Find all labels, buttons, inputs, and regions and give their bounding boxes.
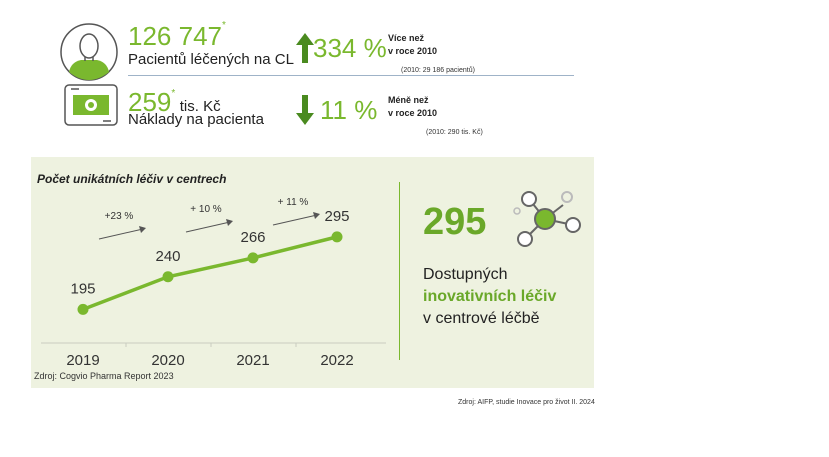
growth-arrow [98,228,144,240]
footer-source: Zdroj: AIFP, studie Inovace pro život II… [458,399,595,406]
panel-divider [399,182,400,360]
x-tick-label: 2019 [66,352,99,369]
money-icon [63,83,119,127]
asterisk: * [221,20,226,31]
growth-arrowhead [226,219,233,226]
highlight-line3: v centrové léčbě [423,310,540,327]
data-point [77,303,89,315]
growth-label: +23 % [105,211,134,222]
x-tick-label: 2022 [320,352,353,369]
growth-label: + 11 % [278,197,309,208]
stat-patients-label: Pacientů léčených na CL [128,51,294,68]
molecule-icon [509,185,587,260]
stat-patients-value: 126 747* [128,20,226,51]
arrow-up-icon [296,33,314,68]
line-chart: 195 240 266 295 2019 2020 2021 2022 +23 % + 10 % +… [41,197,386,369]
chart-panel: Počet unikátních léčiv v centrech 195 240… [31,157,594,388]
stat-cost-note: (2010: 290 tis. Kč) [426,129,483,136]
data-label: 295 [324,208,349,225]
series-line [81,235,339,312]
stat-patients-compare: Více než v roce 2010 [388,33,438,56]
chart-title: Počet unikátních léčiv v centrech [37,172,227,186]
stat-patients-change: 334 % [313,33,387,63]
growth-arrow [185,221,231,233]
stat-patients-note: (2010: 29 186 pacientů) [401,67,475,74]
data-point [162,271,174,283]
stat-cost-label: Náklady na pacienta [128,111,264,128]
growth-arrowhead [139,226,146,233]
stat-cost-value: 259* tis. Kč [128,87,221,117]
highlight-text: Dostupných inovativních léčiv v centrové… [423,264,556,330]
x-tick-label: 2020 [151,352,184,369]
data-label: 240 [155,248,180,265]
person-icon [59,22,119,82]
asterisk: * [171,88,176,99]
growth-arrow [272,214,318,226]
arrow-down-icon [296,95,314,130]
x-tick-label: 2021 [236,352,269,369]
stat-cost-change: 11 % [320,95,378,125]
highlight-value: 295 [423,201,487,243]
chart-source: Zdroj: Cogvio Pharma Report 2023 [34,371,174,381]
data-point [331,231,343,243]
data-label: 266 [240,229,265,246]
data-label: 195 [70,280,95,297]
stat-cost-unit: tis. Kč [179,98,221,115]
stat-cost-compare: Méně než v roce 2010 [388,95,438,118]
data-point [247,252,259,264]
divider [128,75,574,76]
growth-label: + 10 % [190,204,222,215]
growth-arrowhead [313,212,320,219]
highlight-line1: Dostupných [423,266,508,283]
highlight-line2: inovativních léčiv [423,288,557,305]
